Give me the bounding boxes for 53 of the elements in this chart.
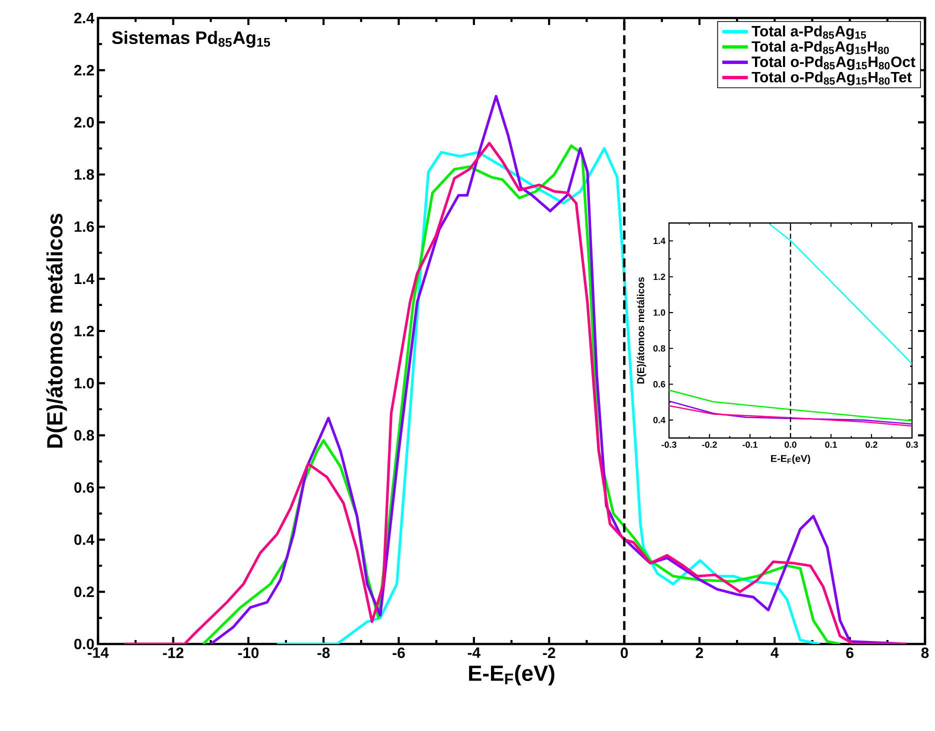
legend-label: Total a-Pd$_{85}$Ag$_{15}$ [752, 26, 866, 40]
line-series [209, 94, 908, 644]
x-tick-label: -0.3 [662, 442, 676, 448]
x-tick-label: 0.3 [906, 442, 918, 448]
y-tick-label: 0.6 [653, 381, 666, 388]
y-tick-label: 0.4 [653, 416, 666, 424]
legend-label: Total a-Pd$_{85}$Ag$_{15}$H$_{80}$ [752, 40, 889, 55]
y-tick-label: 1.8 [74, 169, 94, 180]
line-series [669, 405, 912, 427]
y-tick-label: 1.4 [654, 238, 666, 244]
x-tick-label: 6 [846, 648, 854, 658]
y-tick-label: 0.4 [74, 534, 94, 545]
y-tick-label: 1.2 [74, 326, 94, 336]
x-tick-label: -0.1 [742, 442, 758, 448]
y-tick-label: 0.6 [74, 482, 94, 493]
x-tick-label: -0.2 [702, 442, 717, 448]
x-axis-title: E-E$_{F}$(eV) [771, 454, 810, 464]
text: Sistemas Pd$_{85}$Ag$_{15}$ [112, 30, 270, 48]
x-tick-label: 8 [921, 648, 929, 658]
x-tick-label: -10 [238, 648, 259, 658]
y-tick-label: 0.8 [653, 345, 666, 352]
y-tick-label: 1.0 [654, 309, 666, 316]
x-tick-label: -4 [468, 648, 480, 658]
x-tick-label: -8 [317, 648, 330, 658]
line-series [769, 224, 912, 364]
line-series [123, 142, 908, 644]
y-tick-label: 0.0 [74, 638, 94, 650]
x-tick-label: -14 [88, 648, 109, 658]
x-tick-label: 2 [696, 648, 704, 658]
x-tick-label: -12 [162, 648, 184, 658]
line-series [669, 389, 912, 422]
y-tick-label: 1.0 [74, 378, 94, 388]
legend-label: Total o-Pd$_{85}$Ag$_{15}$H$_{80}$Tet [752, 71, 912, 86]
y-tick-label: 1.4 [74, 274, 94, 284]
x-tick-label: 0 [620, 648, 628, 658]
x-axis-title: E-E$_{F}$(eV) [469, 664, 554, 686]
legend-label: Total o-Pd$_{85}$Ag$_{15}$H$_{80}$Oct [752, 56, 916, 70]
y-axis-title: D(E)/átomos metálicos [46, 214, 67, 448]
y-tick-label: 2.0 [74, 117, 94, 128]
line-series [669, 400, 912, 425]
y-tick-label: 0.8 [74, 430, 94, 441]
y-tick-label: 1.2 [654, 274, 666, 280]
x-tick-label: 0.2 [866, 442, 878, 448]
x-tick-label: -6 [392, 648, 405, 658]
x-tick-label: -2 [543, 648, 556, 658]
x-tick-label: 4 [770, 648, 779, 658]
y-tick-label: 2.4 [74, 12, 94, 24]
y-axis-title: D(E)/átomos metálicos [636, 277, 646, 384]
y-tick-label: 0.2 [74, 586, 94, 598]
x-tick-label: 0.0 [784, 442, 796, 448]
y-tick-label: 2.2 [74, 64, 94, 76]
x-tick-label: 0.1 [825, 442, 837, 448]
y-tick-label: 1.6 [74, 221, 94, 232]
